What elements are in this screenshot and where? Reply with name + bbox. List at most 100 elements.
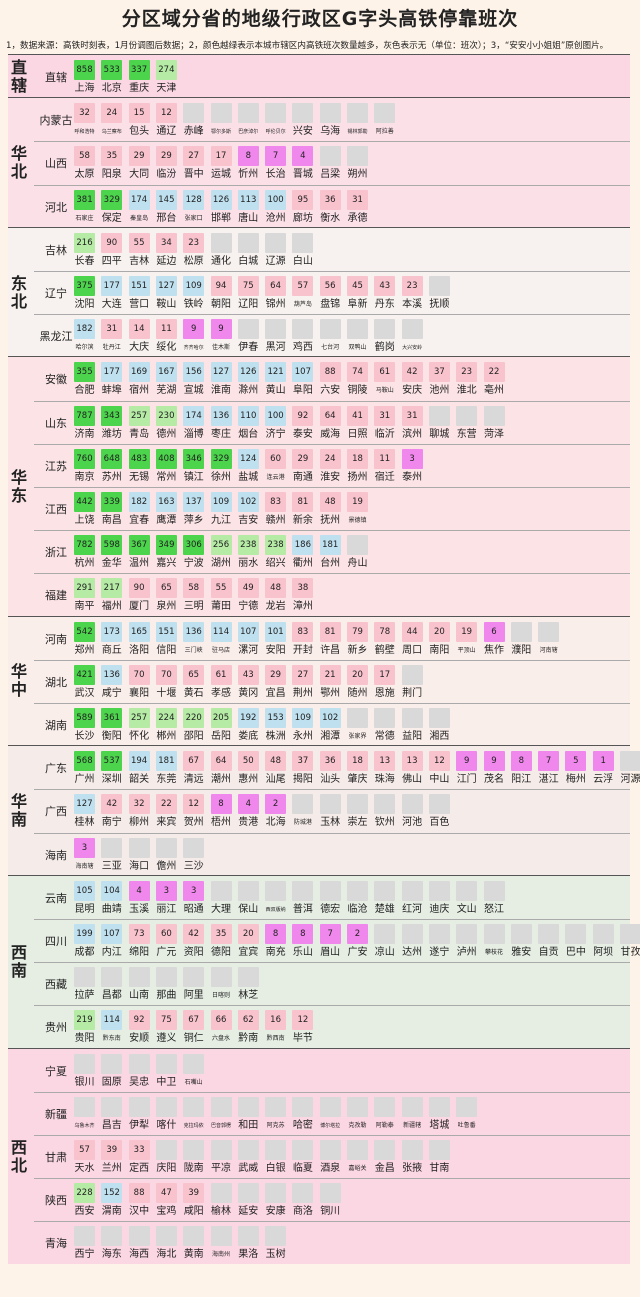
city-label: 驻马店 [211,646,230,654]
city-label: 唐山 [238,212,259,224]
city-label: 泰安 [292,428,313,440]
city-label: 菏泽 [484,428,504,440]
data-cell [74,1226,95,1247]
data-cell: 61 [210,664,232,685]
data-cell [347,1139,368,1160]
city-label: 永州 [292,730,313,742]
city-label: 景德镇 [348,516,367,524]
province-label: 宁夏 [45,1064,67,1078]
data-cell: 95 [292,189,314,210]
data-cell: 8 [510,751,532,772]
data-cell: 75 [155,1010,177,1031]
city-label: 新疆辖 [403,1121,422,1129]
data-cell [538,923,560,944]
data-cell: 113 [237,189,259,210]
data-cell: 648 [101,448,123,469]
city-label: 酒泉 [320,1162,341,1174]
city-label: 黔东南 [102,1035,121,1043]
city-label: 眉山 [320,946,341,958]
data-cell: 38 [292,578,314,599]
city-label: 宣城 [183,385,204,397]
city-label: 台州 [320,558,341,570]
data-cell: 152 [101,1183,123,1204]
city-label: 广元 [156,946,177,958]
city-label: 毕节 [292,1033,313,1045]
city-label: 遵义 [156,1033,177,1045]
city-label: 黑河 [265,342,286,354]
data-cell [183,1053,205,1074]
data-cell: 151 [155,621,177,642]
city-label: 四平 [101,255,122,267]
region-block: 华南 广东 568 广州 537 深圳 194 韶关 181 东莞 67 清远 64 潮州 50 惠州 48 汕尾… [8,745,640,875]
data-cell [155,837,177,858]
data-cell: 100 [265,405,287,426]
city-label: 丽水 [238,558,259,570]
data-cell: 29 [292,448,314,469]
city-label: 安康 [265,1206,286,1218]
data-cell [456,405,478,426]
city-label: 三亚 [101,860,122,872]
city-label: 铜仁 [183,1033,204,1045]
data-cell: 12 [428,751,450,772]
data-cell [292,232,314,253]
city-label: 鸡西 [292,342,313,354]
city-label: 达州 [402,946,423,958]
city-label: 珠海 [374,774,395,786]
data-cell [292,319,314,340]
province-separator [34,573,630,575]
city-label: 怒江 [484,903,504,915]
city-label: 武汉 [74,687,95,699]
data-cell: 32 [128,794,150,815]
city-label: 德州 [156,428,177,440]
city-label: 金华 [101,558,122,570]
city-label: 雅安 [511,946,532,958]
data-cell: 174 [183,405,205,426]
city-label: 吐鲁番 [457,1121,476,1129]
province-separator [34,530,630,532]
data-cell [428,923,450,944]
province-separator [34,443,630,445]
data-cell [347,794,368,815]
data-cell: 18 [347,448,368,469]
city-label: 塔城 [429,1119,450,1131]
data-cell [183,967,205,988]
city-label: 葫芦岛 [293,300,312,308]
data-cell: 22 [483,362,505,383]
data-cell: 20 [237,923,259,944]
city-label: 铜陵 [347,385,368,397]
data-cell [319,103,341,124]
data-cell: 126 [237,362,259,383]
city-label: 十堰 [156,687,177,699]
data-cell: 228 [74,1183,95,1204]
data-cell [401,1096,423,1117]
data-cell: 12 [292,1010,314,1031]
province-label: 广东 [45,762,67,776]
data-cell [237,880,259,901]
city-label: 佛山 [402,774,423,786]
city-label: 阳泉 [101,169,122,181]
city-label: 莆田 [211,601,231,613]
city-label: 自贡 [538,946,559,958]
data-cell [319,880,341,901]
city-label: 云浮 [593,774,614,786]
region-block: 东北 吉林 216 长春 90 四平 55 吉林 34 延边 23 松原 通化 白城 辽源 白山 辽宁 375 沈阳… [8,226,630,357]
city-label: 安庆 [402,385,423,397]
city-label: 鞍山 [156,298,177,310]
city-label: 湘西 [429,730,450,742]
data-cell [401,794,423,815]
city-label: 资阳 [183,946,204,958]
city-label: 巴音郭楞 [210,1122,231,1129]
province-label: 青海 [45,1237,67,1251]
data-cell [183,1226,205,1247]
data-cell: 7 [538,751,560,772]
data-cell: 70 [128,664,150,685]
data-cell: 102 [237,491,259,512]
city-label: 滨州 [402,428,423,440]
city-label: 聊城 [429,428,450,440]
data-cell: 127 [74,794,95,815]
data-cell [401,923,423,944]
province-separator [34,962,630,964]
city-label: 重庆 [129,83,150,94]
city-label: 玉溪 [129,903,150,915]
data-cell [428,794,450,815]
